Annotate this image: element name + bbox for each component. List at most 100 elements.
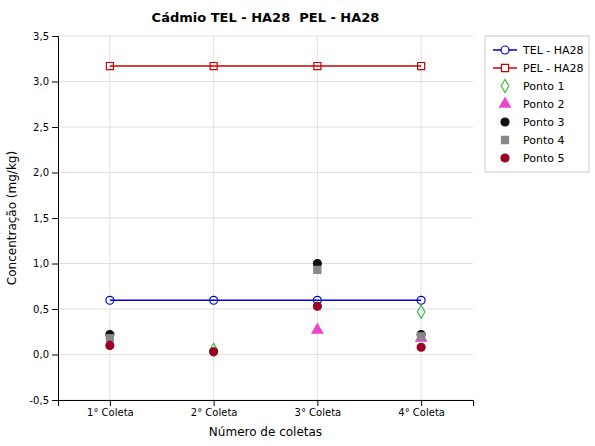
y-tick: 2,0 — [33, 167, 58, 178]
legend-symbol — [501, 64, 508, 71]
point — [314, 266, 321, 273]
y-tick-mark — [52, 264, 58, 265]
point — [106, 296, 114, 304]
grid-line-y — [58, 36, 473, 37]
y-axis: -0,5 0,0 0,5 1,0 1,5 2,0 2,5 3,0 3,5 — [29, 31, 58, 406]
x-tick-label: 4° Coleta — [398, 407, 445, 418]
y-tick: -0,5 — [29, 395, 58, 406]
x-tick: 2° Coleta — [191, 400, 238, 418]
title: Cádmio TEL - HA28 PEL - HA28 — [152, 10, 380, 25]
x-tick: 3° Coleta — [295, 400, 342, 418]
point — [418, 62, 425, 69]
x-tick-label: 1° Coleta — [87, 407, 134, 418]
x-tick-mark — [110, 400, 111, 406]
series — [106, 302, 425, 355]
x-tick-mark — [317, 400, 318, 406]
y-tick-mark — [52, 218, 58, 219]
grid-line-y — [58, 354, 473, 355]
legend-label: TEL - HA28 — [522, 44, 584, 57]
grid-line-y — [58, 263, 473, 264]
series-line — [110, 300, 421, 302]
legend-symbol — [501, 154, 509, 162]
point — [417, 305, 425, 318]
series — [312, 324, 426, 341]
legend-label: Ponto 5 — [523, 152, 564, 165]
legend-label: PEL - HA28 — [523, 62, 583, 75]
y-tick: 3,5 — [33, 31, 58, 42]
legend-symbol — [501, 79, 509, 92]
x-tick-label: 2° Coleta — [191, 407, 238, 418]
legend-item: Ponto 3 — [501, 116, 564, 129]
y-tick-label: -0,5 — [29, 395, 49, 406]
y-tick-label: 1,0 — [33, 258, 49, 269]
legend-item: PEL - HA28 — [493, 62, 583, 75]
point — [417, 296, 425, 304]
x-axis: 1° Coleta 2° Coleta 3° Coleta 4° Coleta — [59, 400, 474, 418]
legend-symbol — [501, 46, 509, 54]
series — [106, 296, 425, 304]
x-axis-title: Número de coletas — [209, 425, 322, 439]
legend: TEL - HA28 PEL - HA28 Ponto 1 Ponto 2 Ponto … — [485, 36, 589, 172]
data-marks — [106, 62, 427, 356]
grid-line-y — [58, 81, 473, 82]
y-tick-label: 3,5 — [33, 31, 49, 42]
point — [314, 62, 321, 69]
y-tick-mark — [52, 127, 58, 128]
grid-line-y — [58, 127, 473, 128]
series — [106, 62, 424, 69]
legend-item: Ponto 1 — [501, 79, 564, 92]
y-tick-mark — [52, 309, 58, 310]
point — [106, 62, 113, 69]
grid — [58, 36, 473, 400]
y-tick-mark — [52, 400, 58, 401]
y-axis-title: Concentração (mg/kg) — [5, 151, 19, 285]
y-tick-label: 0,5 — [33, 304, 49, 315]
y-tick: 0,0 — [33, 349, 58, 360]
y-axis-line — [52, 37, 59, 401]
x-tick-label: 3° Coleta — [295, 407, 342, 418]
point — [417, 343, 425, 351]
legend-label: Ponto 1 — [523, 80, 564, 93]
series-line — [110, 65, 421, 67]
grid-line-y — [58, 218, 473, 219]
grid-line-y — [58, 309, 473, 310]
x-axis-line — [59, 401, 474, 407]
legend-label: Ponto 2 — [523, 98, 564, 111]
y-tick: 1,5 — [33, 213, 58, 224]
x-tick-mark — [421, 400, 422, 406]
point — [416, 332, 427, 341]
legend-symbol — [501, 136, 508, 143]
point — [210, 343, 218, 356]
y-tick-mark — [52, 355, 58, 356]
legend-item: Ponto 5 — [501, 152, 564, 165]
grid-line-y — [58, 172, 473, 173]
x-tick: 4° Coleta — [398, 400, 445, 418]
y-tick: 2,5 — [33, 122, 58, 133]
legend-symbol — [500, 98, 511, 107]
legend-label: Ponto 4 — [523, 134, 564, 147]
legend-item: Ponto 2 — [500, 98, 565, 111]
point — [106, 341, 114, 349]
legend-box — [485, 36, 589, 172]
y-tick-mark — [52, 36, 58, 37]
point — [312, 324, 323, 333]
series — [106, 266, 424, 341]
legend-symbol — [501, 118, 509, 126]
y-tick-label: 2,5 — [33, 122, 49, 133]
y-tick: 1,0 — [33, 258, 58, 269]
point — [106, 335, 113, 342]
chart: 1° Coleta 2° Coleta 3° Coleta 4° Coleta -0,5… — [0, 0, 595, 446]
x-tick: 1° Coleta — [87, 400, 134, 418]
legend-item: Ponto 4 — [501, 134, 564, 147]
series — [106, 260, 425, 339]
y-tick-label: 0,0 — [33, 349, 49, 360]
y-tick: 3,0 — [33, 76, 58, 87]
y-tick-label: 1,5 — [33, 213, 49, 224]
series — [210, 305, 425, 356]
point — [210, 62, 217, 69]
legend-label: Ponto 3 — [523, 116, 564, 129]
point — [418, 333, 425, 340]
plot-root: 1° Coleta 2° Coleta 3° Coleta 4° Coleta -0,5… — [29, 31, 473, 418]
y-tick-label: 2,0 — [33, 167, 49, 178]
y-tick-mark — [52, 173, 58, 174]
